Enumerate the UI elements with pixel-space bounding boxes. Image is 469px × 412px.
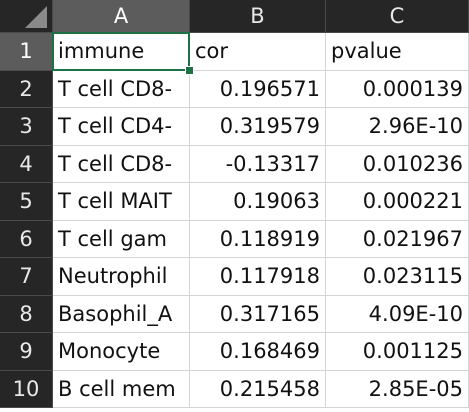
cell[interactable]: Neutrophil — [53, 258, 190, 296]
cell[interactable]: 0.117918 — [190, 258, 326, 296]
column-header[interactable]: A — [53, 0, 190, 33]
cell[interactable]: T cell MAIT — [53, 183, 190, 221]
cell[interactable]: immune — [53, 33, 190, 71]
cell[interactable]: 0.319579 — [190, 108, 326, 146]
cell[interactable]: 0.118919 — [190, 220, 326, 258]
row-header[interactable]: 5 — [0, 183, 53, 221]
cell[interactable]: 0.001125 — [326, 333, 469, 371]
fill-handle[interactable] — [185, 65, 194, 75]
row-header[interactable]: 4 — [0, 145, 53, 183]
cell[interactable]: 0.021967 — [326, 220, 469, 258]
cell[interactable]: 0.317165 — [190, 295, 326, 333]
cell[interactable]: Monocyte — [53, 333, 190, 371]
cell[interactable]: B cell mem — [53, 370, 190, 408]
column-header[interactable]: C — [326, 0, 469, 33]
row-header[interactable]: 9 — [0, 333, 53, 371]
cell[interactable]: cor — [190, 33, 326, 71]
cell[interactable]: 0.168469 — [190, 333, 326, 371]
row-header[interactable]: 3 — [0, 108, 53, 146]
cell[interactable]: 0.215458 — [190, 370, 326, 408]
cell[interactable]: -0.13317 — [190, 145, 326, 183]
cell[interactable]: 0.000221 — [326, 183, 469, 221]
corner-triangle — [25, 6, 47, 28]
cell[interactable]: Basophil_A — [53, 295, 190, 333]
cell[interactable]: 4.09E-10 — [326, 295, 469, 333]
row-header[interactable]: 7 — [0, 258, 53, 296]
cell[interactable]: T cell CD4- — [53, 108, 190, 146]
select-all-corner[interactable] — [0, 0, 53, 33]
row-header[interactable]: 2 — [0, 70, 53, 108]
cell[interactable]: 0.19063 — [190, 183, 326, 221]
row-header[interactable]: 6 — [0, 220, 53, 258]
cell[interactable]: pvalue — [326, 33, 469, 71]
row-header[interactable]: 10 — [0, 370, 53, 408]
cell[interactable]: T cell CD8- — [53, 145, 190, 183]
cell[interactable]: 0.023115 — [326, 258, 469, 296]
cell[interactable]: 0.010236 — [326, 145, 469, 183]
row-header[interactable]: 1 — [0, 33, 53, 71]
cell[interactable]: T cell CD8- — [53, 70, 190, 108]
row-header[interactable]: 8 — [0, 295, 53, 333]
cell[interactable]: 0.196571 — [190, 70, 326, 108]
cell[interactable]: 0.000139 — [326, 70, 469, 108]
cell[interactable]: T cell gam — [53, 220, 190, 258]
cell[interactable]: 2.85E-05 — [326, 370, 469, 408]
cell[interactable]: 2.96E-10 — [326, 108, 469, 146]
column-header[interactable]: B — [190, 0, 326, 33]
